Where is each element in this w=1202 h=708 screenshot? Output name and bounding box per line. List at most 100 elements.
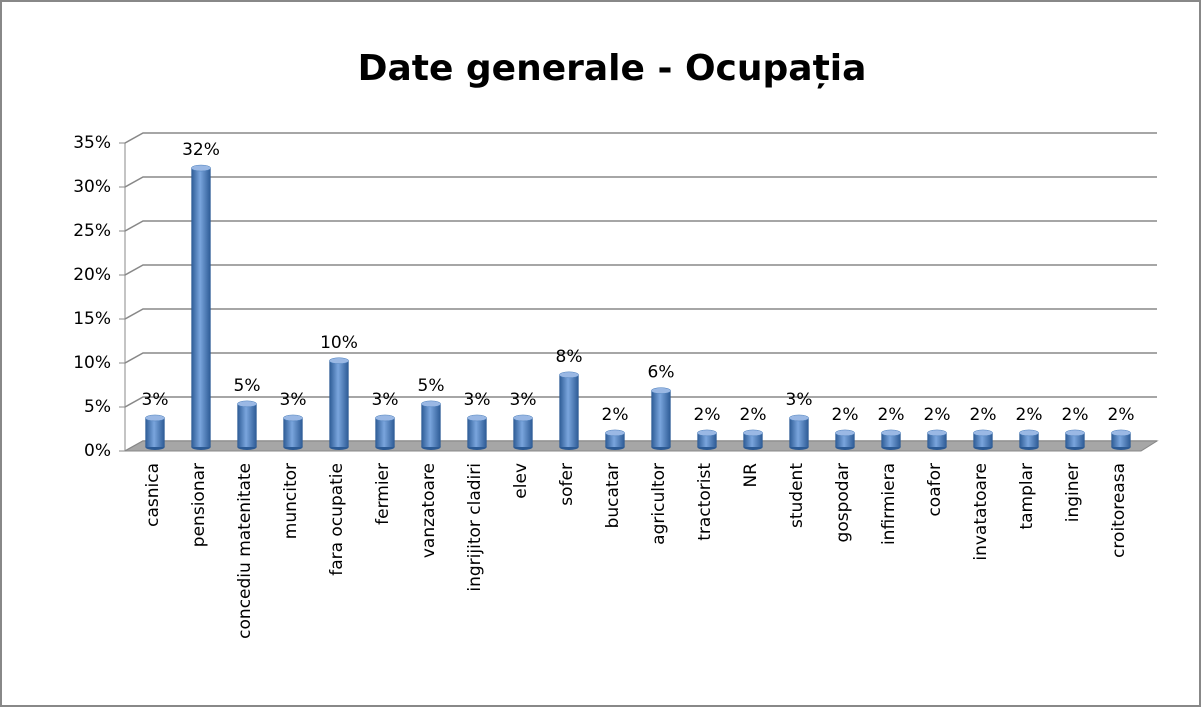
x-tick-label: concediu matenitate <box>235 463 255 639</box>
bar-top <box>1111 429 1131 437</box>
bar <box>1111 432 1131 447</box>
y-tick-label: 20% <box>73 265 111 285</box>
x-tick-label: fermier <box>373 463 393 525</box>
y-tick-label: 5% <box>84 397 111 417</box>
x-tick-label: vanzatoare <box>419 463 439 558</box>
data-label: 3% <box>786 390 813 410</box>
bar-top <box>973 429 993 437</box>
bar-top <box>605 429 625 437</box>
x-tick-label: muncitor <box>281 463 301 539</box>
x-tick-label: sofer <box>557 463 577 506</box>
x-tick-label: croitoreasa <box>1109 463 1129 558</box>
grid-line <box>124 396 1157 408</box>
data-label: 2% <box>602 405 629 425</box>
data-label: 2% <box>970 405 997 425</box>
x-tick-label: inginer <box>1063 463 1083 522</box>
bar-top <box>145 414 165 422</box>
x-tick-label: elev <box>511 463 531 499</box>
bar-top <box>743 429 763 437</box>
data-label: 2% <box>1062 405 1089 425</box>
bar <box>881 432 901 447</box>
bar-top <box>237 400 257 408</box>
bar <box>1019 432 1039 447</box>
data-label: 3% <box>510 390 537 410</box>
data-label: 5% <box>234 376 261 396</box>
data-label: 2% <box>878 405 905 425</box>
data-label: 2% <box>924 405 951 425</box>
data-label: 2% <box>1016 405 1043 425</box>
x-tick-label: infirmiera <box>879 463 899 545</box>
data-label: 3% <box>280 390 307 410</box>
chart-title: Date generale - Ocupația <box>358 48 867 89</box>
y-tick-label: 25% <box>73 221 111 241</box>
bar <box>421 403 441 447</box>
y-tick-label: 0% <box>84 441 111 461</box>
bar <box>1065 432 1085 447</box>
grid-line <box>124 176 1157 188</box>
grid-line <box>124 264 1157 276</box>
bar-top <box>467 414 487 422</box>
bar-top <box>1065 429 1085 437</box>
data-label: 2% <box>832 405 859 425</box>
data-label: 6% <box>648 363 675 383</box>
bar <box>237 403 257 447</box>
bar <box>283 417 303 447</box>
x-tick-label: casnica <box>143 463 163 527</box>
bar-top <box>375 414 395 422</box>
bar <box>191 168 211 448</box>
data-label: 2% <box>694 405 721 425</box>
x-tick-label: tractorist <box>695 463 715 541</box>
bar-top <box>881 429 901 437</box>
bar-top <box>559 371 579 379</box>
bar-top <box>329 357 349 365</box>
data-label: 32% <box>182 140 220 160</box>
data-label: 2% <box>740 405 767 425</box>
bar-top <box>789 414 809 422</box>
bar <box>145 417 165 447</box>
bar-top <box>283 414 303 422</box>
bar <box>513 417 533 447</box>
y-tick-label: 10% <box>73 353 111 373</box>
floor <box>123 440 1159 452</box>
data-label: 5% <box>418 376 445 396</box>
data-label: 3% <box>464 390 491 410</box>
y-tick-label: 15% <box>73 309 111 329</box>
bar-top <box>421 400 441 408</box>
bar <box>789 417 809 447</box>
x-tick-label: NR <box>741 463 761 488</box>
bar <box>743 432 763 447</box>
bar <box>927 432 947 447</box>
data-label: 8% <box>556 347 583 367</box>
bar-top <box>191 164 211 172</box>
bar <box>467 417 487 447</box>
bar <box>375 417 395 447</box>
bar <box>605 432 625 447</box>
grid-line <box>124 352 1157 364</box>
bar <box>651 390 671 447</box>
x-tick-label: ingrijitor cladiri <box>465 463 485 592</box>
bar-top <box>1019 429 1039 437</box>
y-tick-label: 30% <box>73 177 111 197</box>
x-tick-label: tamplar <box>1017 463 1037 530</box>
data-label: 3% <box>372 390 399 410</box>
x-tick-label: student <box>787 463 807 528</box>
x-tick-label: coafor <box>925 463 945 517</box>
grid-line <box>124 132 1157 144</box>
grid-line <box>124 308 1157 320</box>
x-tick-label: pensionar <box>189 463 209 547</box>
data-label: 3% <box>142 390 169 410</box>
y-tick-label: 35% <box>73 133 111 153</box>
bar <box>329 360 349 447</box>
bar <box>559 374 579 447</box>
bar <box>697 432 717 447</box>
x-tick-label: agricultor <box>649 463 669 545</box>
x-tick-label: bucatar <box>603 463 623 528</box>
bar <box>835 432 855 447</box>
x-tick-label: fara ocupatie <box>327 463 347 576</box>
x-tick-label: invatatoare <box>971 463 991 561</box>
x-tick-label: gospodar <box>833 463 853 542</box>
bar-top <box>697 429 717 437</box>
bar-top <box>835 429 855 437</box>
bar-top <box>513 414 533 422</box>
